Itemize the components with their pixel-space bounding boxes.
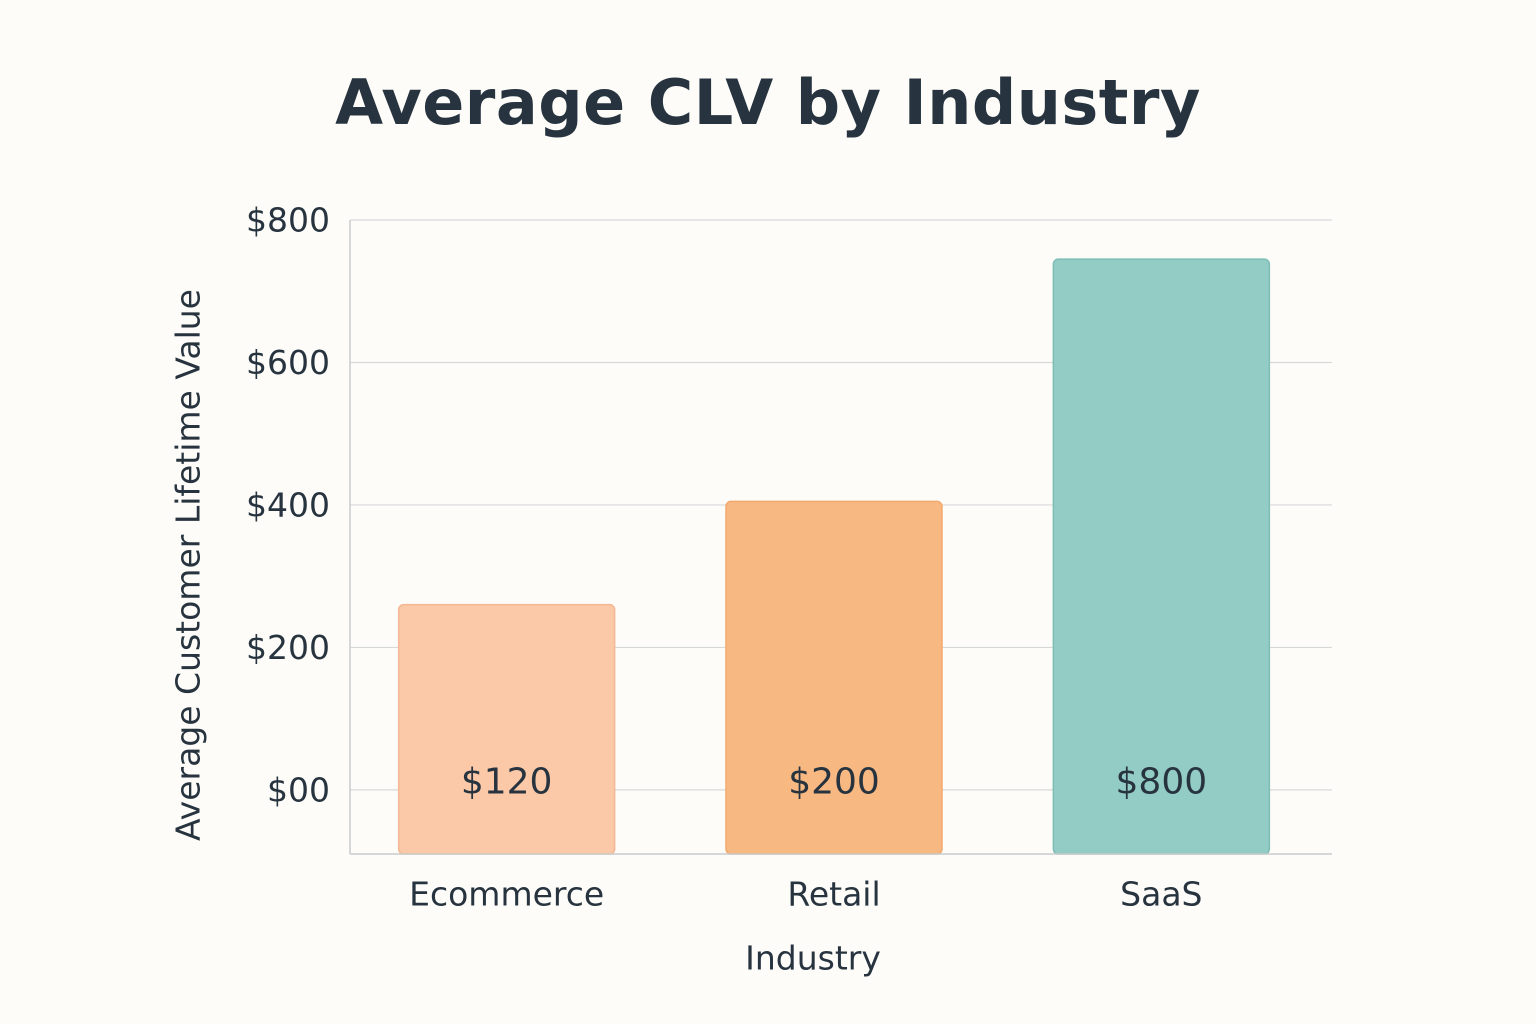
x-tick-label: SaaS <box>1120 875 1202 914</box>
bars <box>397 258 1271 855</box>
y-tick-label: $800 <box>246 201 330 240</box>
chart-title: Average CLV by Industry <box>335 66 1201 139</box>
y-tick-label: $600 <box>246 343 330 382</box>
x-tick-label: Retail <box>787 875 880 914</box>
bar-ecommerce <box>397 603 616 855</box>
data-label: $200 <box>788 762 880 803</box>
x-axis-title: Industry <box>745 939 881 978</box>
data-label: $120 <box>461 762 553 803</box>
y-tick-label: $00 <box>267 770 330 809</box>
x-tick-label: Ecommerce <box>409 875 604 914</box>
y-axis-title: Average Customer Lifetime Value <box>169 289 208 841</box>
y-tick-label: $400 <box>246 485 330 524</box>
data-label: $800 <box>1116 762 1208 803</box>
axes <box>349 220 1332 855</box>
labels: $00 $200 $400 $600 $800 $120 Ecommerce $200 Reta… <box>169 201 1208 978</box>
y-tick-label: $200 <box>246 628 330 667</box>
